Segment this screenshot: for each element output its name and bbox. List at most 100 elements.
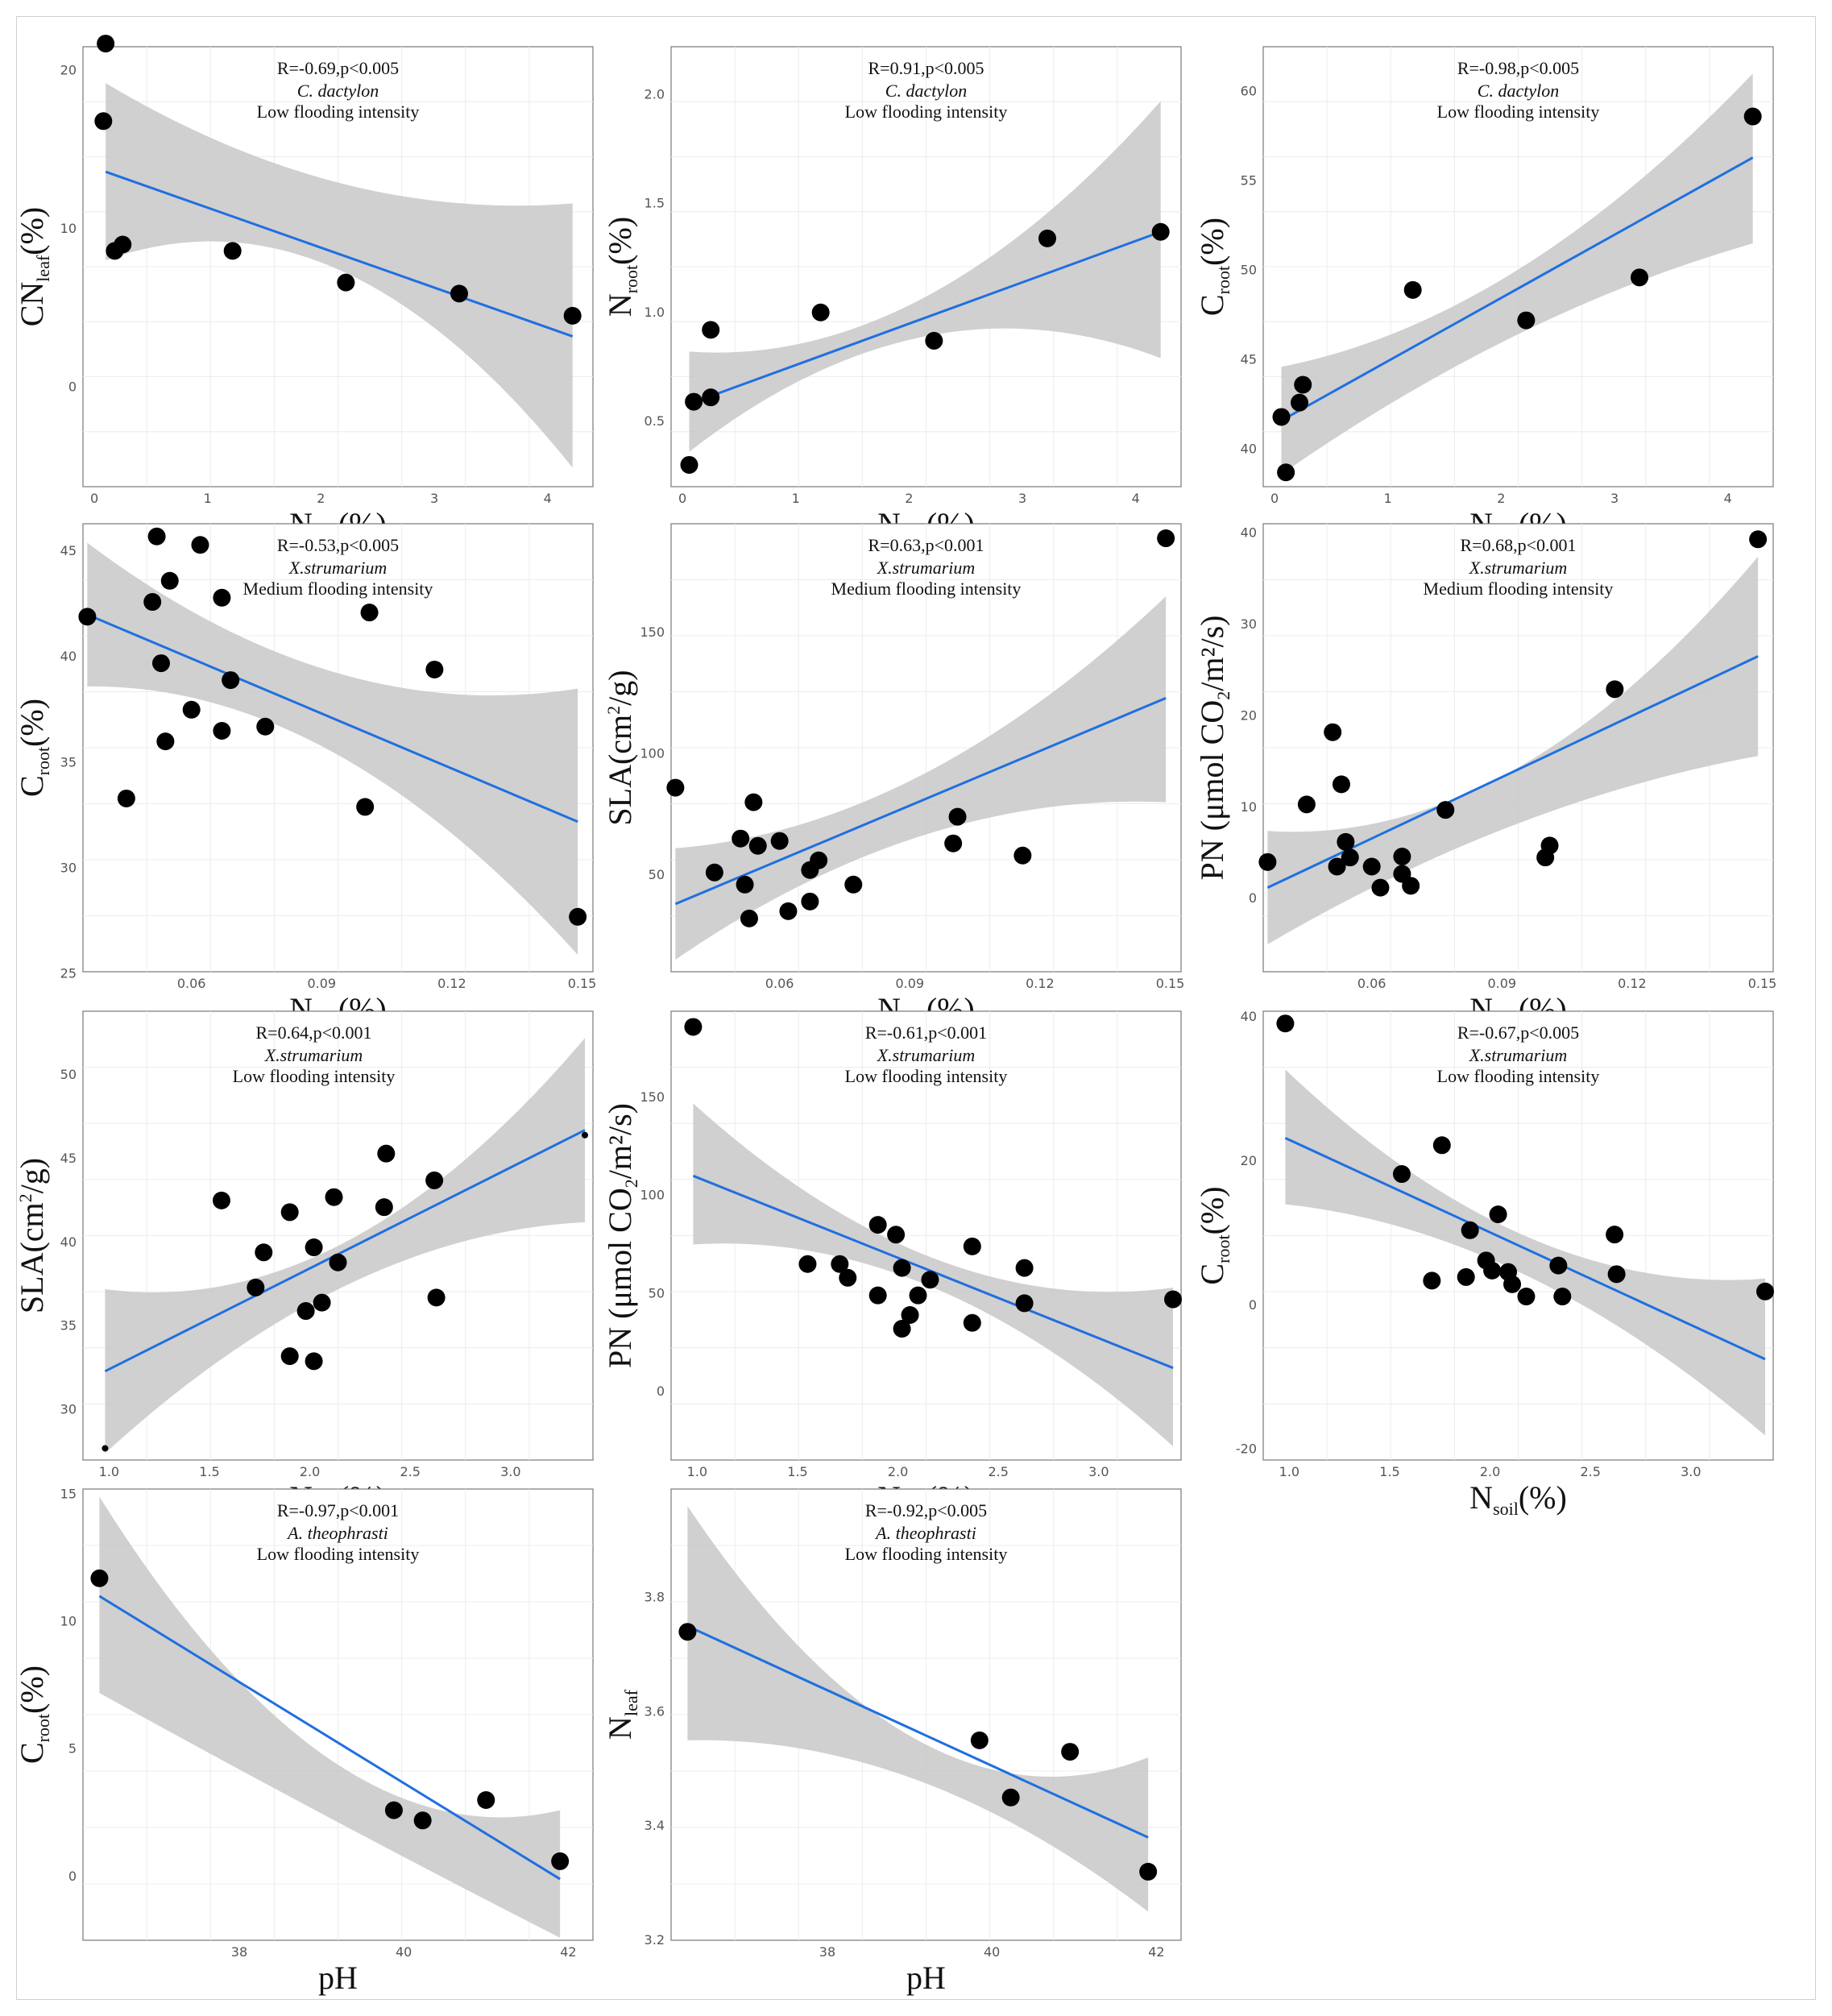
x-tick-label: 2.5 bbox=[400, 1464, 420, 1479]
y-axis-title: Nleaf bbox=[602, 1689, 641, 1740]
data-point bbox=[702, 321, 720, 339]
x-tick-label: 3.0 bbox=[1681, 1464, 1701, 1479]
x-tick-label: 4 bbox=[1132, 491, 1140, 506]
y-axis-title-unit: (%) bbox=[14, 1665, 50, 1714]
panel-p2: 0 1 2 3 4 0.5 1.0 1.5 2.0 R=0.91,p<0.005 C. dactyl… bbox=[602, 46, 1182, 545]
data-point bbox=[360, 604, 379, 622]
flooding-intensity-label: Low flooding intensity bbox=[845, 1066, 1008, 1086]
data-point bbox=[868, 1216, 887, 1234]
data-point bbox=[191, 536, 209, 554]
panel-p3: 0 1 2 3 4 40 45 50 55 60 R=-0.98,p<0.005 C. dactylo… bbox=[1194, 46, 1774, 545]
y-axis-title-sub: root bbox=[1213, 266, 1233, 294]
y-tick-label: 10 bbox=[60, 221, 77, 236]
data-point bbox=[1341, 848, 1359, 867]
x-tick-label: 2.0 bbox=[1480, 1464, 1500, 1479]
regression-line bbox=[86, 613, 578, 823]
y-axis-title-sub: leaf bbox=[33, 255, 53, 282]
confidence-band bbox=[106, 83, 573, 468]
confidence-band bbox=[675, 596, 1167, 960]
y-axis-title-sub: root bbox=[33, 747, 53, 775]
data-point bbox=[844, 875, 863, 894]
species-label: X.strumarium bbox=[288, 558, 388, 578]
y-axis-title-sub: 2 bbox=[621, 1179, 641, 1188]
flooding-intensity-label: Low flooding intensity bbox=[257, 1544, 420, 1564]
data-point bbox=[212, 1191, 230, 1209]
x-tick-label: 4 bbox=[544, 491, 552, 506]
y-tick-label: 35 bbox=[60, 754, 77, 769]
y-axis-title-unit: (%) bbox=[1194, 218, 1230, 266]
data-point bbox=[143, 593, 162, 612]
data-point bbox=[213, 588, 231, 607]
x-tick-label: 2 bbox=[317, 491, 325, 506]
data-point bbox=[563, 306, 582, 325]
data-point bbox=[1362, 857, 1381, 876]
y-axis-title-unit: (%) bbox=[602, 217, 638, 265]
confidence-band bbox=[689, 101, 1161, 452]
data-point bbox=[337, 273, 355, 292]
stat-annotation: R=-0.67,p<0.005 bbox=[1457, 1023, 1579, 1043]
data-point bbox=[1013, 846, 1032, 865]
data-point bbox=[801, 892, 819, 911]
data-point bbox=[114, 235, 132, 254]
y-tick-label: 5 bbox=[68, 1741, 77, 1757]
confidence-band bbox=[1281, 73, 1753, 475]
data-point bbox=[831, 1255, 849, 1273]
confidence-band bbox=[105, 1038, 586, 1454]
data-point bbox=[280, 1347, 299, 1366]
y-tick-label: 100 bbox=[640, 746, 665, 761]
x-tick-label: 3 bbox=[1018, 491, 1026, 506]
x-tick-label: 0.12 bbox=[1026, 976, 1055, 991]
stat-annotation: R=-0.97,p<0.001 bbox=[277, 1500, 399, 1520]
confidence-band bbox=[687, 1506, 1149, 1912]
y-tick-label: 3.6 bbox=[645, 1703, 665, 1719]
y-tick-label: 0.5 bbox=[645, 413, 665, 429]
flooding-intensity-label: Low flooding intensity bbox=[1437, 102, 1600, 122]
data-point bbox=[1503, 1275, 1522, 1293]
data-point bbox=[305, 1352, 323, 1371]
data-point bbox=[1436, 801, 1455, 819]
data-point bbox=[1276, 1014, 1295, 1033]
data-point bbox=[944, 834, 963, 852]
flooding-intensity-label: Medium flooding intensity bbox=[831, 579, 1022, 599]
y-axis-title-unit: /g) bbox=[14, 1158, 50, 1193]
y-tick-label: 40 bbox=[1241, 525, 1257, 540]
data-point bbox=[313, 1293, 331, 1312]
y-axis-title: SLA(cm2/g) bbox=[602, 670, 638, 825]
data-point bbox=[156, 732, 175, 751]
data-point bbox=[582, 1131, 589, 1139]
y-axis-title-main: SLA(cm bbox=[14, 1202, 50, 1313]
x-tick-label: 0.06 bbox=[177, 976, 206, 991]
x-tick-label: 0.15 bbox=[568, 976, 597, 991]
panel-p5: 0.06 0.09 0.12 0.15 50 100 150 R=0.63,p<0.001 X.… bbox=[602, 523, 1185, 1031]
x-axis-title-sub: soil bbox=[1493, 1499, 1519, 1519]
data-point bbox=[921, 1271, 939, 1289]
x-tick-label: 4 bbox=[1724, 491, 1732, 506]
data-point bbox=[684, 1018, 703, 1036]
data-point bbox=[732, 829, 750, 848]
data-point bbox=[1337, 832, 1355, 851]
stat-annotation: R=-0.92,p<0.005 bbox=[865, 1500, 987, 1520]
data-point bbox=[1164, 1290, 1183, 1309]
data-point bbox=[1743, 107, 1762, 126]
y-axis-title-unit: (%) bbox=[14, 699, 50, 747]
data-point bbox=[678, 1623, 697, 1641]
y-axis-title: CNleaf(%) bbox=[14, 207, 53, 327]
flooding-intensity-label: Medium flooding intensity bbox=[243, 579, 433, 599]
regression-line bbox=[674, 697, 1167, 906]
y-tick-label: 50 bbox=[649, 1285, 665, 1300]
data-point bbox=[702, 388, 720, 407]
x-tick-label: 1.0 bbox=[1279, 1464, 1299, 1479]
y-axis-title-main: SLA(cm bbox=[602, 715, 638, 826]
data-point bbox=[160, 571, 179, 590]
y-axis-title-sub: root bbox=[1213, 1234, 1233, 1263]
flooding-intensity-label: Low flooding intensity bbox=[845, 102, 1008, 122]
data-point bbox=[425, 660, 444, 678]
y-tick-label: 1.5 bbox=[645, 196, 665, 211]
stat-annotation: R=0.91,p<0.005 bbox=[868, 58, 984, 78]
x-tick-label: 0.15 bbox=[1156, 976, 1185, 991]
y-tick-label: 50 bbox=[1241, 262, 1257, 277]
data-point bbox=[748, 836, 767, 855]
y-axis-title-sub: leaf bbox=[621, 1689, 641, 1716]
flooding-intensity-label: Low flooding intensity bbox=[1437, 1066, 1600, 1086]
